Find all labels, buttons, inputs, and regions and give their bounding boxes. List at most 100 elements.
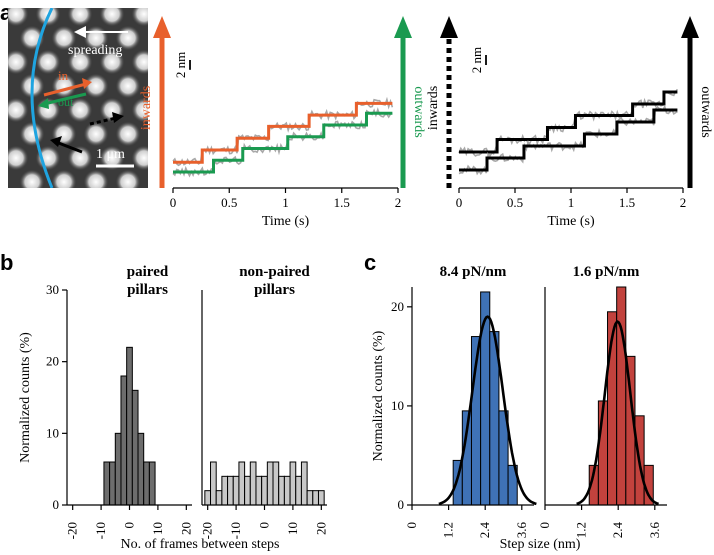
outwards-label: outwards [698, 86, 713, 137]
panel-label-b: b [0, 250, 13, 275]
pillar [51, 25, 77, 51]
x-tick-label: 0 [456, 195, 463, 210]
outwards-arrow-head [394, 16, 412, 38]
out-arrow [43, 92, 87, 106]
y-tick-label: 10 [46, 425, 59, 440]
x-tick-label: 0 [170, 195, 177, 210]
y-tick-label: 30 [46, 282, 59, 297]
histogram-bar [238, 461, 246, 506]
pillar [99, 8, 125, 27]
histogram-bar [244, 475, 251, 506]
histogram-bar [317, 490, 325, 506]
in-label: in [58, 68, 69, 83]
black-arrowhead [50, 136, 62, 147]
raw-trace-inwards [172, 96, 394, 167]
histogram-bar [126, 346, 133, 506]
chart-title: pillars [254, 282, 295, 298]
x-tick-label: -20 [65, 522, 80, 539]
pillar [99, 49, 125, 75]
histogram-bar [306, 490, 314, 506]
histogram-bar [221, 475, 229, 506]
step-fit-inwards [173, 101, 393, 164]
histogram-bar [278, 475, 285, 506]
pillar [83, 121, 109, 147]
x-tick-label: 0 [122, 522, 137, 529]
gaussian-fit [438, 315, 537, 506]
pillar [131, 97, 148, 123]
histogram-bar [312, 490, 319, 506]
pillar [19, 169, 45, 188]
panel-label-c: c [364, 250, 376, 275]
histogram-bar [148, 461, 156, 506]
histogram-bar [103, 461, 111, 506]
histogram-bar [255, 475, 263, 506]
histogram-panels: -20 -10 0 10 20 0 10 20 30 Normalized counts (%) p… [18, 264, 667, 552]
y-tick-label: 10 [391, 398, 404, 413]
dashed-arrowhead [112, 112, 124, 123]
histogram-bar [137, 432, 145, 506]
trace-panel-traces-colored: 0 0.5 1 1.5 2 Time (s) 2 nm inwards outwards [139, 16, 426, 229]
pillar [83, 169, 109, 188]
histogram-bar [261, 475, 268, 506]
spreading-arrowhead [74, 26, 86, 38]
pillar-array [8, 1, 205, 188]
outwards-arrow-head [681, 16, 699, 38]
in-arrowhead [82, 78, 92, 89]
histogram-bar [131, 389, 139, 506]
pillar [35, 145, 61, 171]
x-axis-label: Time (s) [547, 214, 595, 229]
step-fit-outwards [173, 111, 393, 174]
pillar [67, 145, 93, 171]
x-tick-label: 1.2 [441, 522, 456, 538]
pillar [19, 121, 45, 147]
pillar [131, 8, 148, 27]
step-fit-inwards [459, 90, 678, 154]
chart-title: paired [127, 264, 169, 280]
raw-trace-outwards [458, 104, 678, 176]
inwards-arrow-head [440, 16, 458, 38]
x-tick-label: -20 [200, 522, 215, 539]
raw-trace-outwards [172, 107, 393, 178]
x-tick-label: 0 [257, 522, 272, 529]
x-tick-label: 0.5 [507, 195, 523, 210]
x-tick-label: 10 [150, 522, 165, 535]
y-tick-label: 20 [46, 354, 59, 369]
y-tick-label: 0 [53, 497, 60, 512]
membrane-edge [30, 8, 54, 188]
chart-title: 1.6 pN/nm [573, 264, 640, 280]
pillar [8, 49, 29, 75]
pillar [131, 145, 148, 171]
x-tick-label: 0.5 [221, 195, 237, 210]
pillar [8, 145, 29, 171]
pillar [35, 49, 61, 75]
x-tick-label: 0 [537, 522, 552, 529]
pillar [179, 25, 205, 51]
pillar [51, 169, 77, 188]
histogram-bar [300, 461, 308, 506]
pillar [163, 1, 189, 27]
spreading-label: spreading [68, 43, 122, 58]
out-arrowhead [38, 98, 49, 109]
x-tick-label: 0 [404, 522, 419, 529]
x-tick-label: 1.2 [574, 522, 589, 538]
histogram-bar [143, 461, 150, 506]
histogram-bar [210, 461, 217, 506]
micrograph: spreading in out 1 μm [8, 1, 205, 188]
histogram-bar [120, 375, 128, 506]
pillar [67, 49, 93, 75]
histogram-bar [266, 461, 274, 506]
x-tick-label: 20 [313, 522, 328, 535]
x-axis-label: Time (s) [262, 214, 310, 229]
scale-bar-label: 2 nm [173, 52, 188, 78]
chart-title: pillars [127, 282, 168, 298]
dashed-arrow [89, 116, 117, 126]
x-tick-label: 2.4 [610, 522, 625, 539]
histogram-bar [227, 475, 234, 506]
inwards-label: inwards [139, 86, 154, 130]
trace-panel-traces-black: 0 0.5 1 1.5 2 Time (s) 2 nm inwards outwards [426, 16, 713, 229]
histogram-bar [480, 291, 491, 506]
pillar [67, 97, 93, 123]
x-tick-label: -10 [93, 522, 108, 539]
